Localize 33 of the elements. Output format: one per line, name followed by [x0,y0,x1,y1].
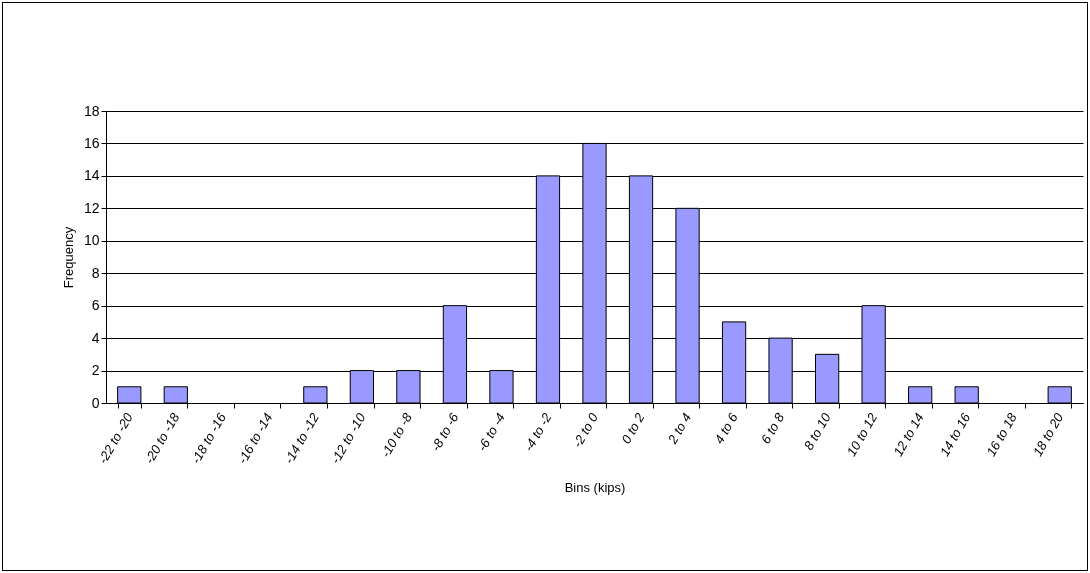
x-tick-label: 10 to 12 [843,409,881,459]
x-tick-label: -18 to -16 [188,409,230,467]
x-tick-label: -12 to -10 [327,409,369,467]
y-tick-label: 10 [83,232,100,249]
y-tick-label: 16 [83,134,100,151]
x-axis-title: Bins (kips) [564,480,626,496]
x-tick-label: -14 to -12 [281,409,323,467]
x-tick-label: 8 to 10 [800,409,835,453]
y-tick-label: 6 [91,297,100,314]
x-tick-label: -2 to 0 [569,409,602,450]
y-tick-label: 14 [83,167,100,184]
x-tick-label: 14 to 16 [936,409,974,459]
x-tick-label: -4 to -2 [520,409,555,454]
y-tick-label: 0 [91,394,100,411]
x-tick-label: -16 to -14 [234,410,276,467]
y-tick-label: 18 [83,102,100,119]
y-axis-title: Frequency [60,226,76,289]
x-tick-label: -8 to -6 [427,409,462,454]
x-tick-label: 18 to 20 [1029,409,1067,459]
x-tick-label: -20 to -18 [141,409,183,467]
x-tick-label: 16 to 18 [983,409,1021,459]
x-tick-label: 6 to 8 [757,409,788,447]
x-tick-label: -10 to -8 [377,409,416,460]
x-tick-label: 4 to 6 [711,409,742,447]
x-tick-label: 0 to 2 [618,409,648,447]
x-tick-label: -22 to -20 [95,409,137,467]
y-tick-label: 2 [91,362,100,379]
x-tick-label: 2 to 4 [664,410,695,448]
y-tick-label: 4 [91,329,100,346]
y-tick-label: 8 [91,264,100,281]
x-tick-label: 12 to 14 [890,410,927,459]
x-tick-label: -6 to -4 [474,410,509,454]
y-tick-label: 12 [83,199,100,216]
